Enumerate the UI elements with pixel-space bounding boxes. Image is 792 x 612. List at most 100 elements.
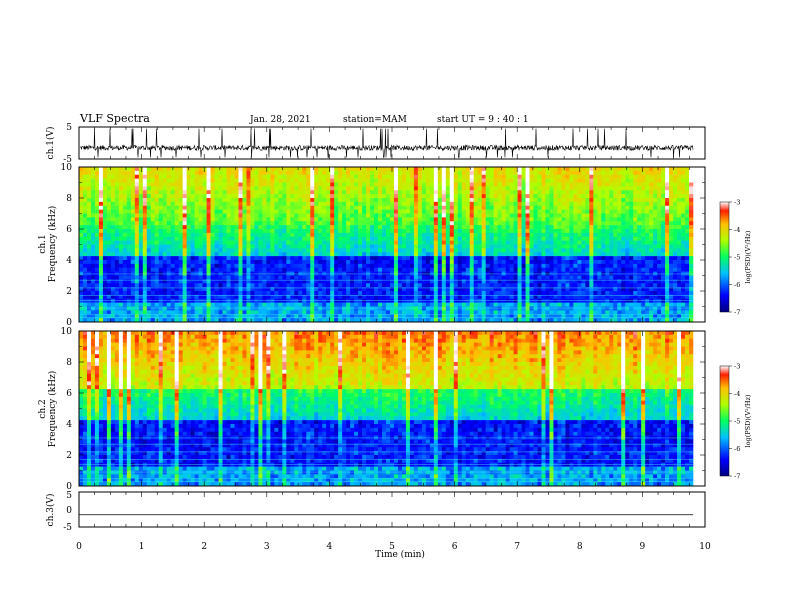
spectrogram-cell: [689, 182, 694, 187]
spectrogram-cell: [401, 229, 407, 234]
spectrogram-cell: [262, 178, 267, 183]
spectrogram-cell: [617, 260, 622, 265]
spectrogram-cell: [493, 225, 498, 230]
spectrogram-cell: [274, 263, 279, 269]
spectrogram-cell: [521, 244, 526, 249]
spectrogram-cell: [162, 267, 168, 272]
spectrogram-cell: [581, 279, 586, 284]
spectrogram-cell: [202, 252, 207, 257]
spectrogram-cell: [170, 209, 175, 214]
spectrogram-cell: [234, 240, 239, 245]
spectrogram-cell: [589, 201, 594, 207]
spectrogram-cell: [170, 221, 175, 226]
spectrogram-cell: [465, 240, 471, 245]
spectrogram-cell: [417, 267, 423, 272]
spectrogram-cell: [382, 170, 387, 176]
spectrogram-cell: [505, 205, 510, 210]
spectrogram-cell: [338, 252, 343, 257]
spectrogram-cell: [202, 291, 207, 296]
spectrogram-cell: [79, 190, 84, 195]
spectrogram-cell: [358, 198, 363, 203]
spectrogram-cell: [389, 182, 395, 187]
spectrogram-cell: [346, 248, 351, 253]
spectrogram-cell: [549, 244, 554, 249]
spectrogram-cell: [330, 275, 335, 280]
spectrogram-cell: [641, 275, 646, 280]
spectrogram-cell: [386, 190, 391, 195]
spectrogram-cell: [573, 263, 578, 269]
spectrogram-cell: [370, 275, 375, 280]
spectrogram-cell: [238, 221, 243, 226]
spectrogram-cell: [673, 170, 678, 176]
spectrogram-cell: [294, 256, 299, 261]
spectrogram-cell: [429, 267, 435, 272]
spectrogram-cell: [521, 248, 526, 253]
spectrogram-cell: [374, 190, 379, 195]
spectrogram-cell: [685, 240, 690, 245]
spectrogram-cell: [481, 167, 486, 172]
spectrogram-cell: [689, 279, 694, 284]
spectrogram-cell: [485, 170, 490, 176]
spectrogram-cell: [473, 209, 478, 214]
spectrogram-cell: [461, 194, 467, 199]
spectrogram-cell: [110, 190, 116, 195]
spectrogram-cell: [557, 267, 562, 272]
spectrogram-cell: [238, 240, 243, 245]
spectrogram-cell: [162, 186, 168, 191]
spectrogram-cell: [461, 178, 467, 183]
spectrogram-cell: [282, 252, 287, 257]
spectrogram-cell: [358, 252, 363, 257]
spectrogram-cell: [306, 248, 311, 253]
spectrogram-cell: [346, 287, 351, 292]
spectrogram-cell: [86, 170, 92, 176]
spectrogram-cell: [597, 267, 602, 272]
spectrogram-cell: [577, 263, 582, 269]
spectrogram-cell: [174, 194, 179, 199]
spectrogram-cell: [242, 260, 247, 265]
spectrogram-cell: [397, 236, 403, 241]
spectrogram-cell: [134, 240, 140, 245]
spectrogram-cell: [250, 221, 255, 226]
spectrogram-cell: [429, 198, 435, 203]
spectrogram-cell: [258, 167, 263, 172]
spectrogram-cell: [509, 213, 514, 218]
spectrogram-cell: [661, 167, 666, 172]
spectrogram-cell: [533, 178, 538, 183]
spectrogram-cell: [294, 182, 299, 187]
spectrogram-cell: [326, 225, 331, 230]
spectrogram-cell: [322, 205, 327, 210]
spectrogram-cell: [330, 217, 335, 222]
spectrogram-cell: [517, 209, 522, 214]
spectrogram-cell: [190, 198, 195, 203]
spectrogram-cell: [473, 252, 478, 257]
spectrogram-cell: [549, 170, 554, 176]
spectrogram-cell: [601, 167, 606, 172]
spectrogram-cell: [346, 182, 351, 187]
spectrogram-cell: [673, 244, 678, 249]
spectrogram-cell: [218, 287, 223, 292]
spectrogram-cell: [565, 283, 570, 288]
spectrogram-cell: [613, 213, 618, 218]
spectrogram-cell: [541, 225, 546, 230]
spectrogram-cell: [118, 244, 124, 249]
spectrogram-cell: [677, 174, 682, 179]
spectrogram-cell: [493, 232, 498, 238]
spectrogram-cell: [262, 275, 267, 280]
spectrogram-cell: [621, 240, 626, 245]
spectrogram-cell: [405, 178, 411, 183]
spectrogram-cell: [613, 170, 618, 176]
spectrogram-cell: [605, 190, 610, 195]
spectrogram-cell: [130, 256, 136, 261]
spectrogram-cell: [130, 178, 136, 183]
spectrogram-cell: [122, 201, 128, 207]
spectrogram-cell: [573, 170, 578, 176]
spectrogram-cell: [405, 209, 411, 214]
spectrogram-cell: [214, 170, 219, 176]
spectrogram-cell: [218, 263, 223, 269]
spectrogram-cell: [629, 248, 634, 253]
spectrogram-cell: [158, 225, 164, 230]
spectrogram-cell: [513, 217, 518, 222]
spectrogram-cell: [238, 252, 243, 257]
spectrogram-cell: [358, 178, 363, 183]
spectrogram-cell: [118, 252, 124, 257]
